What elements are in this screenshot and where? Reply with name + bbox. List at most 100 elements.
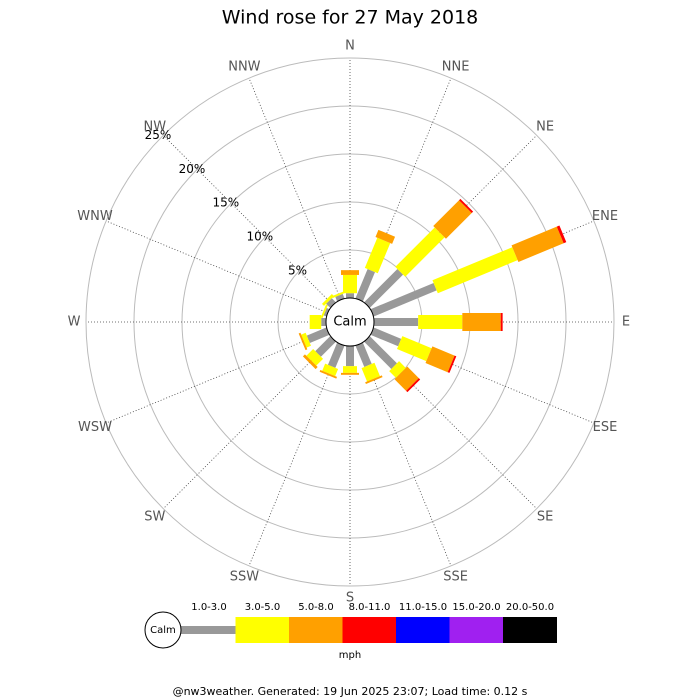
bar-segment xyxy=(389,361,406,378)
direction-label: SW xyxy=(144,510,165,525)
r-tick-label: 5% xyxy=(288,264,307,278)
bar-segment xyxy=(321,318,327,326)
bar-segment xyxy=(370,327,402,347)
calm-circle xyxy=(325,297,375,347)
bar-segment xyxy=(319,369,338,379)
bar-segment xyxy=(326,298,336,308)
direction-bars xyxy=(319,342,345,379)
r-tick-label: 15% xyxy=(213,196,240,210)
legend-title: mph xyxy=(339,650,361,661)
direction-label: SSE xyxy=(443,569,468,584)
direction-label: NE xyxy=(536,119,554,134)
direction-bars xyxy=(302,336,336,370)
spoke xyxy=(248,344,342,567)
bar-segment xyxy=(364,237,391,274)
bar-segment xyxy=(315,336,336,357)
legend-label: 11.0-15.0 xyxy=(399,602,447,613)
bar-segment xyxy=(406,378,421,393)
legend-label: 5.0-8.0 xyxy=(298,602,333,613)
spoke xyxy=(248,77,342,300)
bar-segment xyxy=(418,315,463,329)
bar-segment xyxy=(511,226,564,262)
bar-segment xyxy=(298,332,308,351)
bar-segment xyxy=(323,308,330,317)
legend-calm-label: Calm xyxy=(150,625,176,636)
bar-segment xyxy=(500,313,503,331)
bar-segment xyxy=(306,327,330,343)
direction-bars xyxy=(364,198,474,308)
footer: @nw3weather. Generated: 19 Jun 2025 23:0… xyxy=(173,685,528,698)
legend-label: 1.0-3.0 xyxy=(191,602,226,613)
bar-segment xyxy=(394,366,419,391)
legend-swatch xyxy=(396,617,450,643)
bar-segment xyxy=(462,313,501,331)
bar-segment xyxy=(335,293,345,302)
bar-segment xyxy=(556,225,567,244)
direction-bars xyxy=(364,336,421,393)
bar-segment xyxy=(346,293,354,298)
direction-label: S xyxy=(346,591,354,606)
bar-segment xyxy=(327,342,345,368)
direction-label: SE xyxy=(537,510,553,525)
calm-label: Calm xyxy=(333,315,366,330)
bar-segment xyxy=(459,198,474,213)
r-tick-label: 25% xyxy=(145,128,172,142)
bar-segment xyxy=(341,270,359,275)
bar-segment xyxy=(309,315,322,329)
direction-label: W xyxy=(68,315,81,330)
bar-segment xyxy=(370,283,437,317)
spoke xyxy=(163,135,334,306)
bar-segment xyxy=(301,332,311,348)
bar-segment xyxy=(343,366,357,373)
r-tick-label: 10% xyxy=(246,230,273,244)
bar-segment xyxy=(361,362,380,382)
bar-segment xyxy=(364,268,404,308)
direction-bars xyxy=(370,225,567,317)
bar-segment xyxy=(355,342,372,367)
direction-bars xyxy=(341,346,359,375)
bar-segment xyxy=(374,318,419,326)
direction-label: ENE xyxy=(592,209,618,224)
bar-segment xyxy=(321,293,334,306)
direction-bars xyxy=(298,327,330,351)
direction-bars xyxy=(374,313,503,331)
direction-bars xyxy=(320,304,330,319)
legend-calm xyxy=(144,611,182,649)
spoke xyxy=(105,220,328,314)
bar-segment xyxy=(322,363,339,377)
direction-label: WNW xyxy=(77,209,113,224)
direction-label: SSW xyxy=(230,569,260,584)
bar-segment xyxy=(364,336,397,369)
bar-segment xyxy=(331,290,346,299)
bar-segment xyxy=(395,227,445,277)
legend-swatch xyxy=(503,617,557,643)
bar-segment xyxy=(375,229,396,244)
legend-swatch xyxy=(289,617,343,643)
direction-bars xyxy=(321,293,336,308)
bar-segment xyxy=(306,348,324,366)
legend-label: 8.0-11.0 xyxy=(349,602,391,613)
bar-segment xyxy=(320,304,328,319)
chart-title: Wind rose for 27 May 2018 xyxy=(222,7,479,29)
bar-segment xyxy=(355,269,376,302)
legend-swatch xyxy=(235,617,290,643)
bar-segment xyxy=(302,354,318,370)
direction-label: N xyxy=(345,39,355,54)
bar-segment xyxy=(447,355,457,373)
spoke xyxy=(105,330,328,424)
r-tick-label: 20% xyxy=(179,162,206,176)
direction-label: NNW xyxy=(228,60,260,75)
legend-base xyxy=(180,626,236,634)
spoke xyxy=(163,338,334,509)
bar-segment xyxy=(346,346,354,367)
bar-segment xyxy=(343,274,357,294)
direction-label: NNE xyxy=(442,60,470,75)
direction-label: E xyxy=(622,315,630,330)
ring xyxy=(85,57,615,587)
legend-swatch xyxy=(342,617,397,643)
legend-swatch xyxy=(449,617,504,643)
direction-bars xyxy=(341,270,359,298)
direction-bars xyxy=(309,315,327,329)
direction-label: NW xyxy=(144,119,167,134)
